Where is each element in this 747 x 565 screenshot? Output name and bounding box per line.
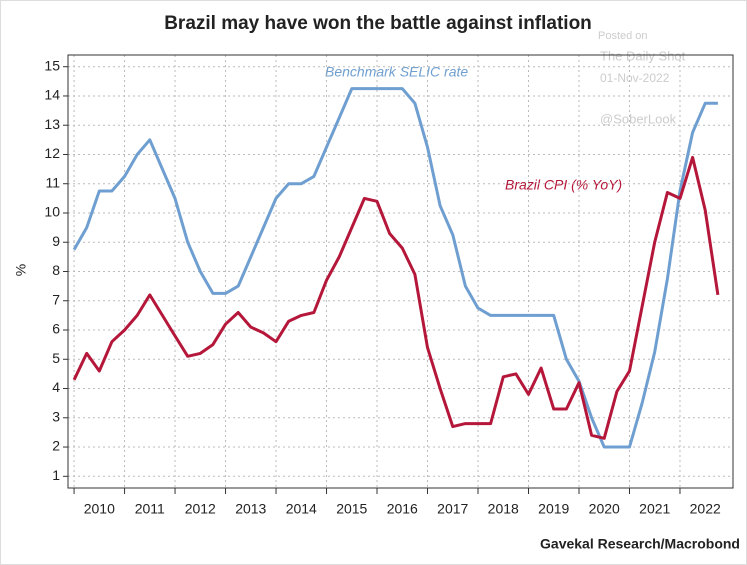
x-tick-label: 2020	[589, 501, 620, 517]
x-tick-label: 2016	[387, 501, 418, 517]
x-tick-label: 2021	[639, 501, 670, 517]
y-tick-label: 10	[44, 204, 60, 220]
y-tick-label: 4	[52, 379, 60, 395]
y-tick-label: 2	[52, 438, 60, 454]
y-tick-label: 14	[44, 87, 60, 103]
y-tick-label: 6	[52, 321, 60, 337]
watermark: Posted on	[598, 30, 648, 42]
y-tick-label: 12	[44, 145, 60, 161]
annotation: Benchmark SELIC rate	[325, 64, 468, 80]
x-tick-label: 2017	[437, 501, 468, 517]
plot-frame	[67, 54, 734, 489]
watermark: @SoberLook	[600, 111, 677, 126]
x-tick-label: 2014	[286, 501, 317, 517]
watermark: The Daily Shot	[600, 48, 686, 63]
x-tick-label: 2012	[185, 501, 216, 517]
x-tick-label: 2022	[690, 501, 721, 517]
y-tick-label: 1	[52, 467, 60, 483]
y-tick-label: 11	[45, 174, 60, 190]
x-tick-label: 2015	[336, 501, 367, 517]
y-axis-label: %	[13, 264, 29, 276]
y-tick-label: 13	[44, 116, 60, 132]
y-tick-label: 15	[44, 57, 60, 73]
x-tick-label: 2010	[84, 501, 115, 517]
x-tick-label: 2011	[135, 501, 165, 517]
annotation: Brazil CPI (% YoY)	[505, 177, 622, 193]
y-tick-label: 7	[52, 291, 60, 307]
series-line	[72, 155, 720, 440]
y-tick-label: 3	[52, 408, 60, 424]
y-tick-label: 9	[52, 233, 60, 249]
source: Gavekal Research/Macrobond	[540, 536, 740, 552]
y-tick-label: 5	[52, 350, 60, 366]
watermark: 01-Nov-2022	[600, 71, 670, 85]
x-tick-label: 2013	[235, 501, 266, 517]
x-tick-label: 2019	[538, 501, 569, 517]
x-tick-label: 2018	[488, 501, 519, 517]
chart-title: Brazil may have won the battle against i…	[164, 13, 592, 34]
y-tick-label: 8	[52, 262, 60, 278]
series-line	[72, 87, 718, 449]
